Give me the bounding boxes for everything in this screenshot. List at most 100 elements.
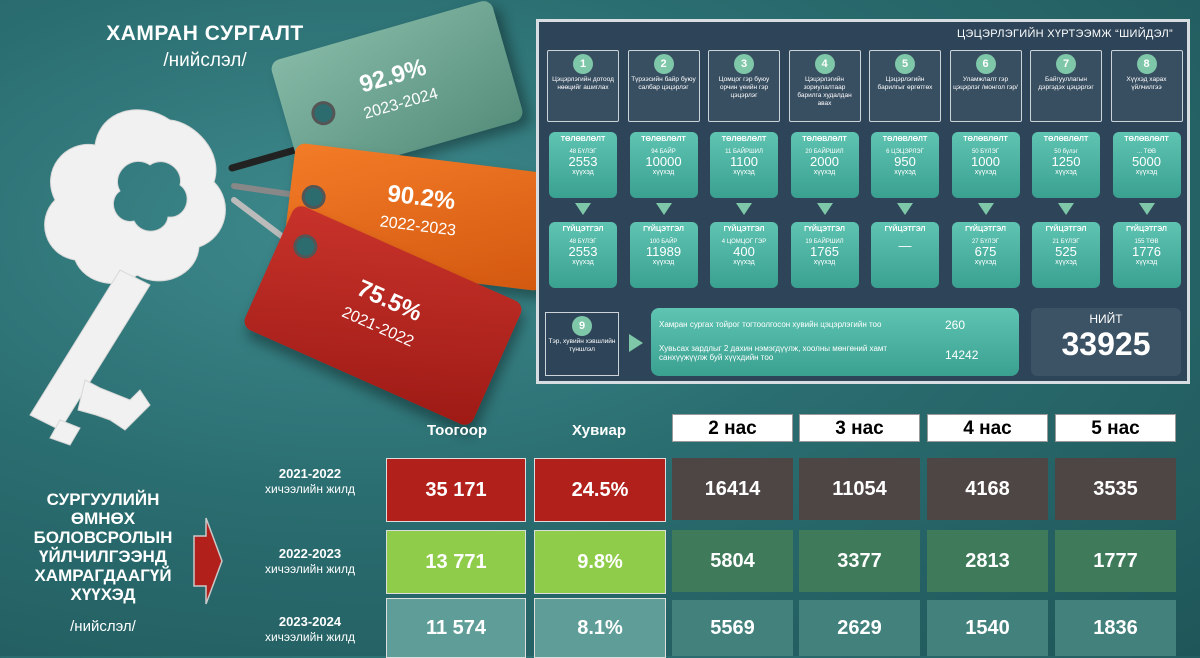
age-cell: 11054 — [799, 458, 920, 520]
arrow-right-icon — [629, 334, 643, 352]
plan-box: ТӨЛӨВЛӨЛТ 50 БҮЛЭГ 1000 хүүхэд — [951, 132, 1020, 198]
done-label: ГҮЙЦЭТГЭЛ — [804, 226, 845, 233]
step-desc: Цэцэрлэгийн барилгыг өргөтгөх — [877, 76, 933, 91]
step-column: 6 Уламжлалт гэр цэцэрлэг /монгол гэр/ТӨЛӨ… — [949, 50, 1022, 288]
step-column: 3 Цомцог гэр буюу орчин үеийн гэр цэцэрлэ… — [708, 50, 780, 288]
plan-label: ТӨЛӨВЛӨЛТ — [721, 136, 767, 143]
step-box: 1 Цэцэрлэгийн дотоод нөөцийг ашиглах — [547, 50, 619, 122]
step-box: 6 Уламжлалт гэр цэцэрлэг /монгол гэр/ — [949, 50, 1022, 122]
page-subtitle: /нийслэл/ — [163, 50, 247, 71]
step-desc: Түрээсийн байр буюу салбар цэцэрлэг — [631, 76, 696, 91]
arrow-down-icon — [977, 203, 994, 215]
age-cell: 16414 — [672, 458, 793, 520]
age-cell: 3377 — [799, 530, 920, 592]
step-box: 3 Цомцог гэр буюу орчин үеийн гэр цэцэрлэ… — [708, 50, 780, 122]
plan-value: 1000 — [971, 154, 1000, 169]
count-cell: 35 171 — [386, 458, 526, 522]
age-cell: 1777 — [1055, 530, 1176, 592]
done-value: 2553 — [568, 244, 598, 259]
plan-sub: 94 БАЙР — [651, 149, 676, 155]
arrow-down-icon — [575, 203, 591, 215]
done-box: ГҮЙЦЭТГЭЛ 21 БҮЛЭГ 525 хүүхэд — [1032, 222, 1100, 288]
step-desc: Байгууллагын дэргэдэх цэцэрлэг — [1038, 76, 1094, 91]
done-value: 675 — [974, 244, 997, 259]
arrow-right-icon — [193, 517, 223, 605]
arrow-down-icon — [1138, 203, 1155, 215]
plan-box: ТӨЛӨВЛӨЛТ ... ТӨВ 5000 хүүхэд — [1112, 132, 1181, 198]
age-cell: 2629 — [799, 600, 920, 656]
arrow-down-icon — [816, 203, 833, 215]
year-sub: хичээлийн жилд — [264, 630, 356, 644]
done-value: 1765 — [810, 244, 839, 259]
percent-cell: 9.8% — [534, 530, 666, 594]
plan-value: 1100 — [730, 154, 758, 169]
step-desc: Тэр, хувийн хэвшлийн түншлэл — [548, 338, 616, 353]
done-box: ГҮЙЦЭТГЭЛ 27 БҮЛЭГ 675 хүүхэд — [951, 222, 1020, 288]
info-value: 14242 — [945, 348, 979, 362]
arrow-down-icon — [897, 203, 913, 215]
plan-unit: хүүхэд — [1055, 169, 1077, 176]
program-panel: ЦЭЦЭРЛЭГИЙН ХҮРТЭЭМЖ “ШИЙДЭЛ” 1 Цэцэрлэги… — [536, 19, 1190, 384]
count-cell: 13 771 — [386, 530, 526, 594]
total-box: НИЙТ 33925 — [1031, 308, 1181, 376]
plan-box: ТӨЛӨВЛӨЛТ 48 БҮЛЭГ 2553 хүүхэд — [549, 132, 617, 198]
step-desc: Хүүхэд харах үйлчилгээ — [1126, 76, 1167, 91]
plan-value: 1250 — [1051, 154, 1081, 169]
step-desc: Цэцэрлэгийн дотоод нөөцийг ашиглах — [552, 76, 614, 91]
step-desc: Цэцэрлэгийн зориулалтаар барилга худалда… — [797, 76, 852, 107]
done-unit: хүүхэд — [813, 259, 836, 266]
step-number: 5 — [895, 54, 915, 74]
done-unit: хүүхэд — [1135, 259, 1158, 266]
done-box: ГҮЙЦЭТГЭЛ 48 БҮЛЭГ 2553 хүүхэд — [549, 222, 617, 288]
plan-unit: хүүхэд — [974, 169, 997, 176]
total-value: 33925 — [1061, 326, 1151, 362]
done-label: ГҮЙЦЭТГЭЛ — [643, 226, 684, 233]
age-header: 2 нас — [672, 414, 793, 442]
step-number: 7 — [1056, 54, 1076, 74]
done-value: 11989 — [645, 244, 682, 259]
plan-box: ТӨЛӨВЛӨЛТ 50 бүлэг 1250 хүүхэд — [1032, 132, 1100, 198]
info-text: Хувьсах зардлыг 2 дахин нэмэгдүүлж, хоол… — [659, 344, 888, 362]
step-box: 7 Байгууллагын дэргэдэх цэцэрлэг — [1030, 50, 1102, 122]
percent-cell: 8.1% — [534, 598, 666, 658]
done-box: ГҮЙЦЭТГЭЛ — — [871, 222, 939, 288]
step-column: 4 Цэцэрлэгийн зориулалтаар барилга худалд… — [788, 50, 861, 288]
plan-value: 10000 — [645, 154, 682, 169]
plan-value: 5000 — [1132, 154, 1161, 169]
step-box: 5 Цэцэрлэгийн барилгыг өргөтгөх — [869, 50, 941, 122]
plan-unit: хүүхэд — [733, 169, 755, 176]
page-title: ХАМРАН СУРГАЛТ — [106, 22, 304, 45]
plan-value: 2553 — [568, 154, 598, 169]
arrow-down-icon — [655, 203, 672, 215]
step-number: 1 — [573, 54, 593, 74]
count-cell: 11 574 — [386, 598, 526, 658]
row-year: 2023-2024 хичээлийн жилд — [230, 614, 390, 645]
plan-label: ТӨЛӨВЛӨЛТ — [802, 136, 847, 143]
year-label: 2023-2024 — [278, 614, 342, 629]
step-desc: Уламжлалт гэр цэцэрлэг /монгол гэр/ — [953, 76, 1018, 91]
info-box: Хамран сургах тойрог тогтоолгосон хувийн… — [651, 308, 1019, 376]
age-header: 4 нас — [927, 414, 1048, 442]
age-cell: 2813 — [927, 530, 1048, 592]
done-label: ГҮЙЦЭТГЭЛ — [723, 226, 765, 233]
side-unit: /нийслэл/ — [70, 618, 136, 635]
step-9: 9 Тэр, хувийн хэвшлийн түншлэл — [545, 312, 619, 376]
row-year: 2022-2023 хичээлийн жилд — [230, 546, 390, 577]
age-cell: 5569 — [672, 600, 793, 656]
plan-sub: ... ТӨВ — [1136, 149, 1156, 155]
plan-unit: хүүхэд — [652, 169, 675, 176]
year-label: 2022-2023 — [278, 546, 342, 561]
done-sub: 19 БАЙРШИЛ — [805, 239, 844, 245]
plan-sub: 11 БАЙРШИЛ — [725, 149, 763, 155]
done-value: 525 — [1055, 244, 1077, 259]
plan-label: ТӨЛӨВЛӨЛТ — [1043, 136, 1089, 143]
plan-label: ТӨЛӨВЛӨЛТ — [882, 136, 928, 143]
step-number: 6 — [975, 54, 996, 74]
done-sub: 48 БҮЛЭГ — [569, 239, 597, 245]
plan-label: ТӨЛӨВЛӨЛТ — [641, 136, 686, 143]
step-column: 7 Байгууллагын дэргэдэх цэцэрлэг ТӨЛӨВЛӨЛТ… — [1030, 50, 1102, 288]
done-sub: 21 БҮЛЭГ — [1052, 239, 1080, 245]
age-cell: 1540 — [927, 600, 1048, 656]
side-title: СУРГУУЛИЙН ӨМНӨХ БОЛОВСРОЛЫН ҮЙЛЧИЛГЭЭНД… — [33, 490, 173, 604]
step-desc: Цомцог гэр буюу орчин үеийн гэр цэцэрлэг — [718, 76, 770, 99]
